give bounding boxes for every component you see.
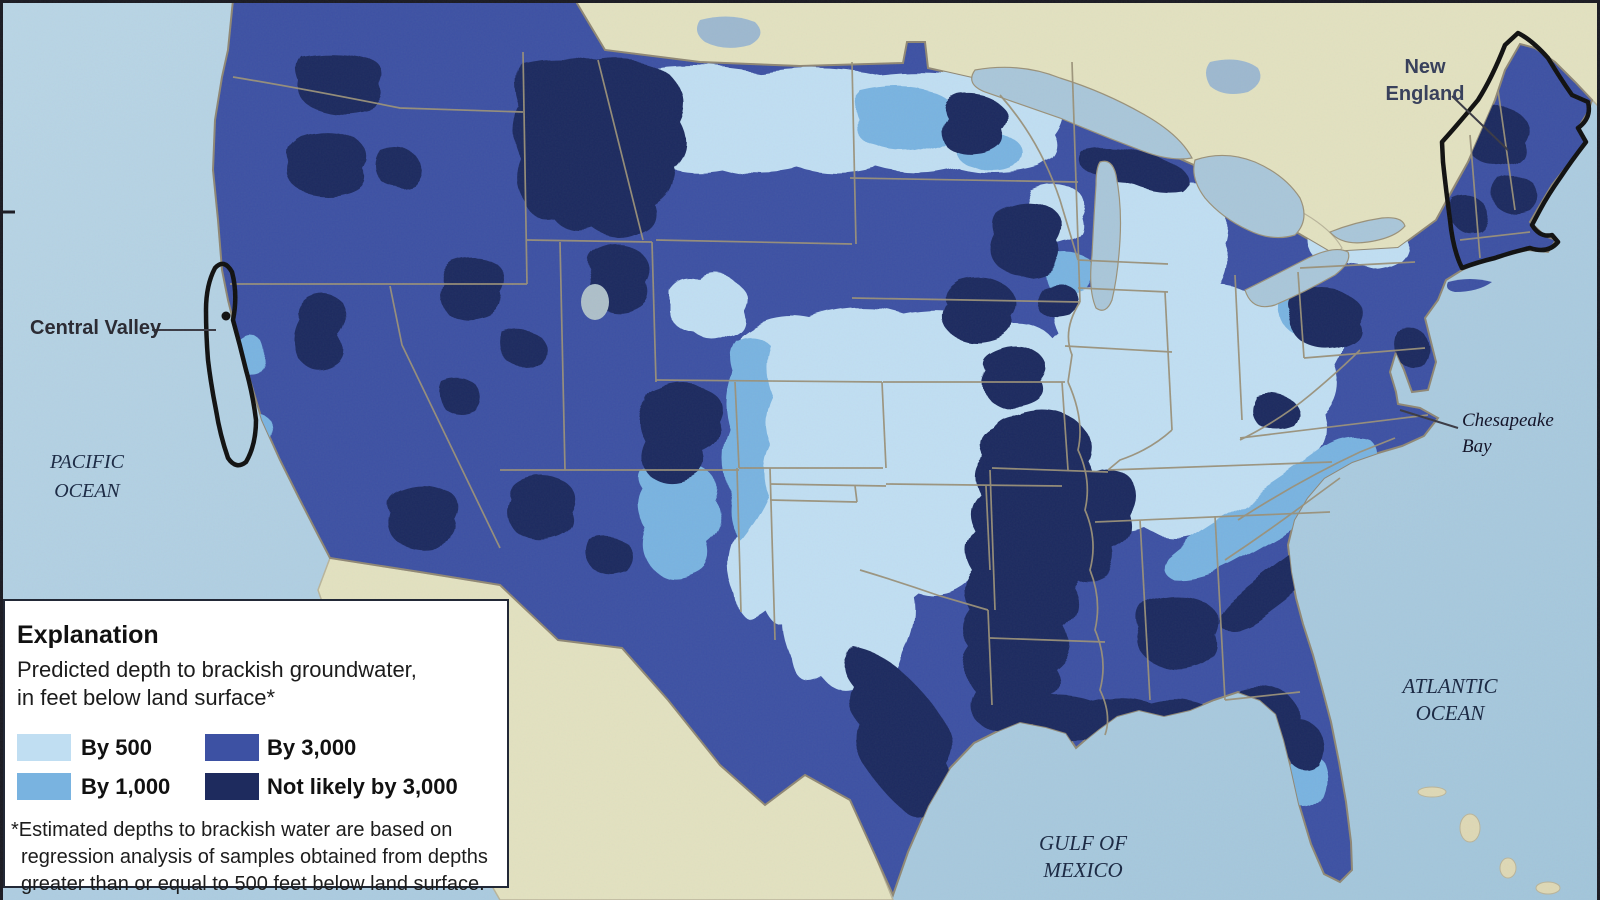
pacific-ocean-label-line2: OCEAN — [54, 480, 120, 502]
new-england-label: New England — [1385, 54, 1465, 108]
legend-label-not-likely: Not likely by 3,000 — [267, 774, 458, 799]
chesapeake-bay-label-line1: Chesapeake — [1462, 410, 1554, 431]
gulf-of-mexico-label-line2: MEXICO — [1043, 858, 1123, 882]
atlantic-ocean-label: ATLANTIC OCEAN — [1390, 673, 1510, 727]
new-england-label-line2: England — [1385, 83, 1465, 105]
pacific-ocean-label: PACIFIC OCEAN — [32, 448, 142, 506]
legend-label-by-3000: By 3,000 — [267, 735, 357, 760]
new-england-label-line1: New — [1404, 56, 1446, 78]
pacific-ocean-label-line1: PACIFIC — [49, 451, 125, 473]
chesapeake-bay-label-line2: Bay — [1462, 436, 1492, 457]
legend-footnote-line2: regression analysis of samples obtained … — [21, 846, 488, 868]
legend-title: Explanation — [17, 621, 159, 649]
chesapeake-bay-label: Chesapeake Bay — [1462, 408, 1554, 460]
legend-subtitle-line1: Predicted depth to brackish groundwater, — [17, 657, 417, 682]
gulf-of-mexico-label: GULF OF MEXICO — [1028, 830, 1138, 884]
legend-swatch-by-1000 — [17, 773, 71, 800]
legend-box: Explanation Predicted depth to brackish … — [3, 599, 509, 895]
central-valley-label: Central Valley — [30, 317, 162, 339]
legend-swatch-not-likely — [205, 773, 259, 800]
legend-footnote-line1: *Estimated depths to brackish water are … — [11, 819, 453, 841]
legend-label-by-1000: By 1,000 — [81, 774, 171, 799]
legend-footnote-line3: greater than or equal to 500 feet below … — [21, 873, 485, 895]
gulf-of-mexico-label-line1: GULF OF — [1038, 831, 1128, 855]
legend-subtitle-line2: in feet below land surface* — [17, 685, 276, 710]
legend-label-by-500: By 500 — [81, 735, 152, 760]
legend-swatch-by-3000 — [205, 734, 259, 761]
atlantic-ocean-label-line1: ATLANTIC — [1402, 674, 1498, 698]
atlantic-ocean-label-line2: OCEAN — [1415, 701, 1485, 725]
legend-swatch-by-500 — [17, 734, 71, 761]
